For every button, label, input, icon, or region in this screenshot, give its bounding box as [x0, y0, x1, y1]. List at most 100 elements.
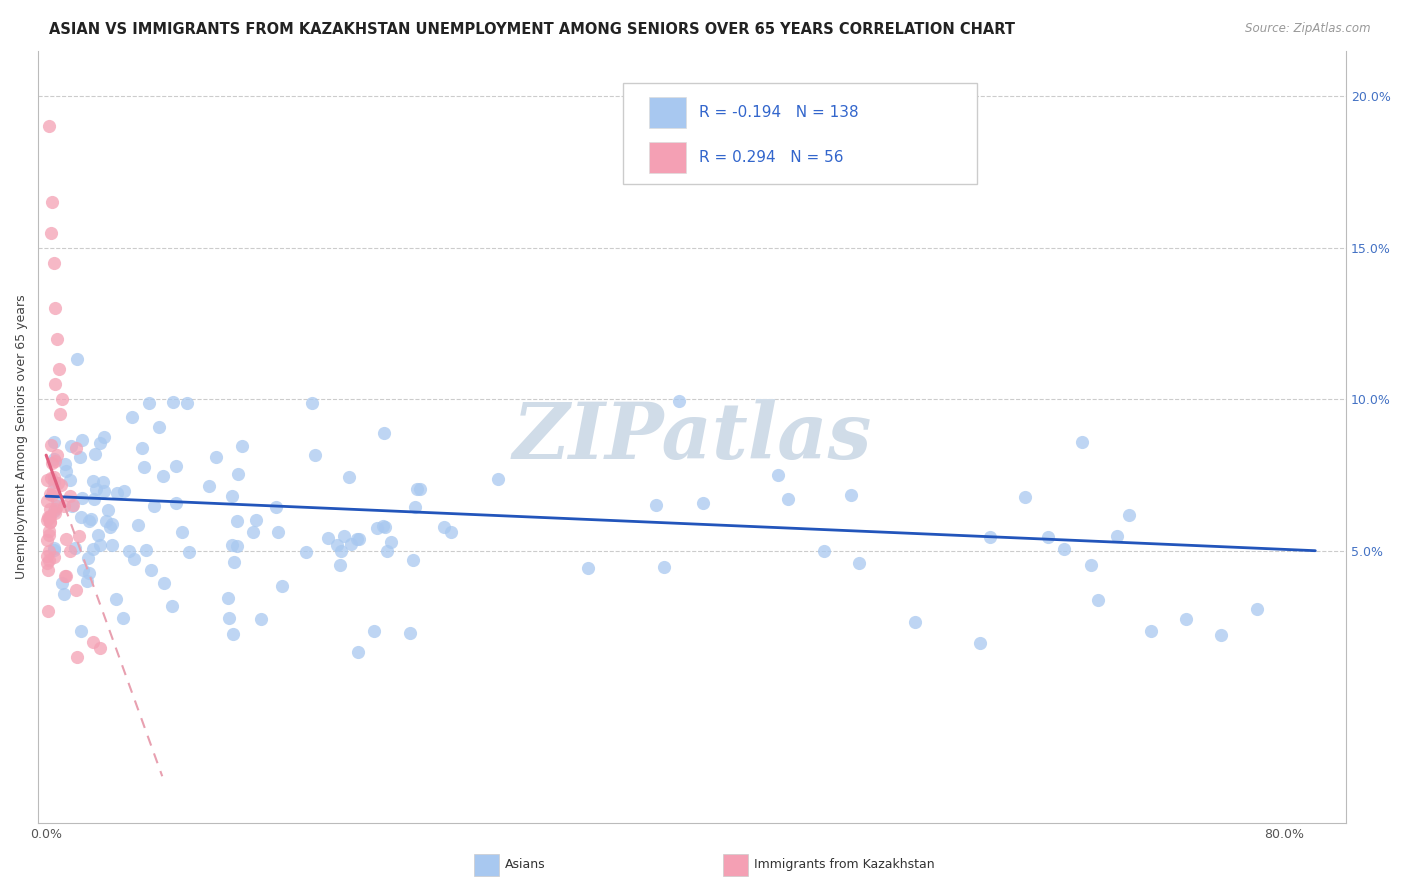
- Point: [304, 448, 326, 462]
- Point: [76, 550, 98, 565]
- Point: [301, 396, 323, 410]
- Point: [439, 524, 461, 539]
- Point: [105, 591, 128, 606]
- Point: [576, 560, 599, 574]
- Point: [226, 514, 249, 528]
- Point: [162, 394, 184, 409]
- Point: [42, 452, 65, 467]
- Point: [44, 506, 66, 520]
- Point: [53, 499, 76, 513]
- Point: [41, 195, 63, 210]
- Point: [668, 394, 690, 409]
- Point: [1087, 592, 1109, 607]
- Point: [179, 545, 201, 559]
- Point: [127, 518, 149, 533]
- Point: [172, 524, 194, 539]
- Point: [692, 496, 714, 510]
- Point: [39, 509, 62, 524]
- Point: [66, 352, 89, 367]
- Point: [766, 468, 789, 483]
- Point: [121, 410, 143, 425]
- Text: R = 0.294   N = 56: R = 0.294 N = 56: [699, 150, 844, 165]
- Point: [346, 532, 368, 546]
- Point: [231, 439, 253, 453]
- Point: [380, 535, 402, 549]
- Point: [160, 599, 183, 613]
- Point: [270, 579, 292, 593]
- Point: [347, 532, 370, 546]
- Point: [35, 494, 58, 508]
- Point: [65, 541, 87, 555]
- Point: [62, 498, 84, 512]
- Point: [98, 520, 121, 534]
- Point: [38, 502, 60, 516]
- Point: [89, 640, 111, 655]
- Point: [176, 395, 198, 409]
- Point: [69, 450, 91, 464]
- Point: [38, 528, 60, 542]
- Point: [46, 448, 69, 462]
- Point: [1014, 490, 1036, 504]
- Point: [93, 483, 115, 498]
- Point: [1070, 435, 1092, 450]
- Point: [80, 512, 103, 526]
- Point: [35, 512, 58, 526]
- Point: [38, 524, 60, 538]
- Point: [153, 576, 176, 591]
- Point: [86, 482, 108, 496]
- Point: [375, 543, 398, 558]
- Point: [42, 475, 65, 490]
- Point: [339, 536, 361, 550]
- Point: [848, 556, 870, 570]
- Text: ZIPatlas: ZIPatlas: [513, 399, 872, 475]
- Point: [42, 543, 65, 558]
- Point: [89, 436, 111, 450]
- Point: [316, 531, 339, 545]
- Point: [1118, 508, 1140, 523]
- Point: [373, 519, 395, 533]
- Point: [89, 538, 111, 552]
- Point: [1080, 558, 1102, 572]
- Point: [1053, 541, 1076, 556]
- Point: [131, 441, 153, 455]
- Point: [83, 492, 105, 507]
- Point: [409, 482, 432, 496]
- Point: [82, 634, 104, 648]
- Point: [37, 510, 59, 524]
- Point: [148, 420, 170, 434]
- Point: [222, 626, 245, 640]
- Point: [52, 587, 75, 601]
- Point: [46, 332, 69, 346]
- Point: [346, 645, 368, 659]
- Point: [218, 611, 240, 625]
- Point: [330, 544, 353, 558]
- Point: [49, 478, 72, 492]
- Point: [813, 543, 835, 558]
- Point: [44, 501, 66, 516]
- Point: [44, 470, 66, 484]
- Point: [969, 636, 991, 650]
- Text: Source: ZipAtlas.com: Source: ZipAtlas.com: [1246, 22, 1371, 36]
- Point: [363, 624, 385, 638]
- FancyBboxPatch shape: [623, 83, 977, 185]
- Point: [295, 545, 318, 559]
- Point: [77, 514, 100, 528]
- Point: [152, 469, 174, 483]
- Point: [112, 483, 135, 498]
- Point: [326, 539, 349, 553]
- Point: [70, 509, 93, 524]
- Point: [37, 556, 59, 570]
- Point: [329, 558, 352, 573]
- Point: [139, 563, 162, 577]
- Point: [42, 435, 65, 450]
- Point: [38, 511, 60, 525]
- Point: [267, 524, 290, 539]
- Point: [118, 544, 141, 558]
- Y-axis label: Unemployment Among Seniors over 65 years: Unemployment Among Seniors over 65 years: [15, 294, 28, 580]
- Point: [1139, 624, 1161, 638]
- Point: [41, 488, 63, 502]
- Point: [333, 529, 356, 543]
- Point: [645, 498, 668, 512]
- Point: [37, 604, 59, 618]
- Point: [55, 533, 77, 547]
